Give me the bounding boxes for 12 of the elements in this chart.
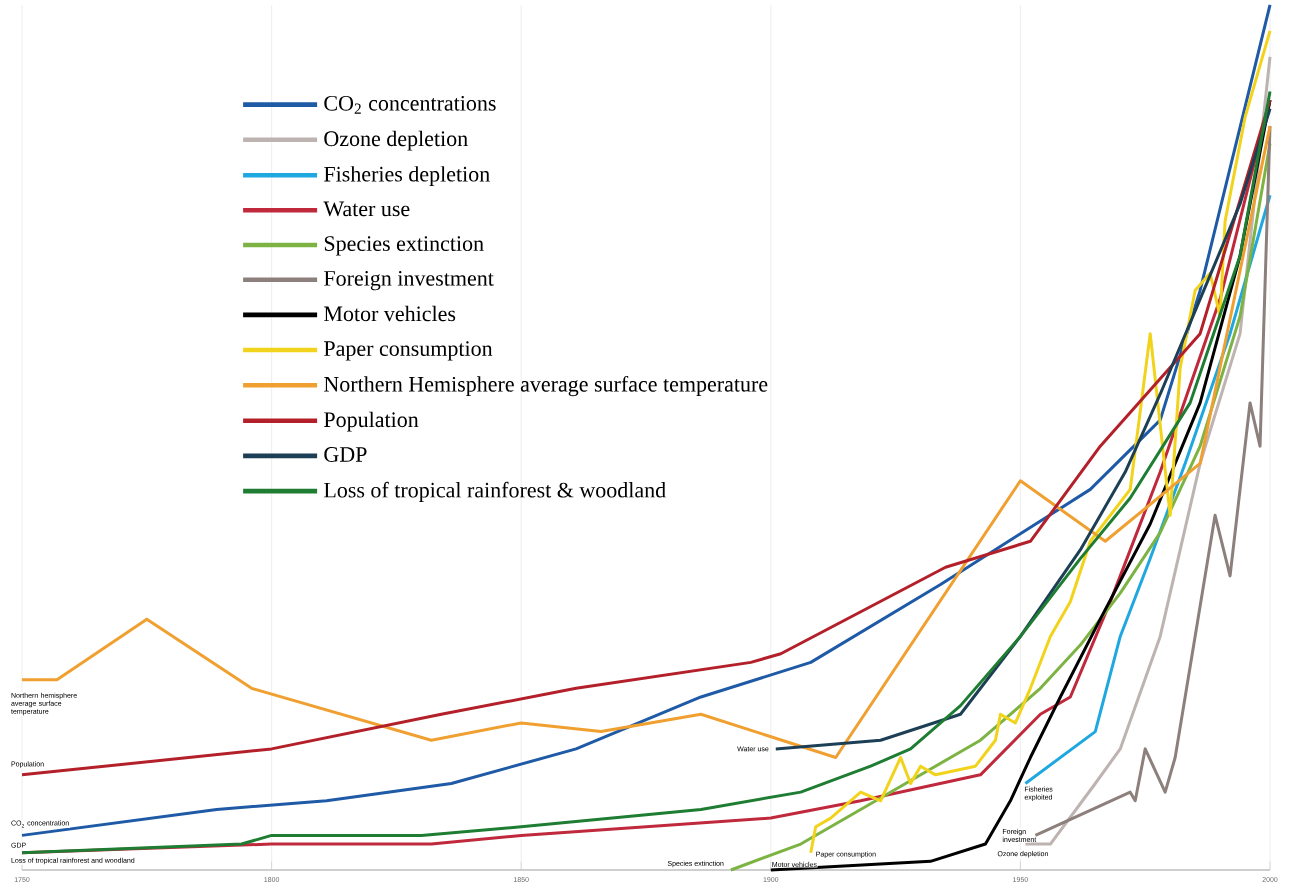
legend-label: Population bbox=[324, 411, 419, 432]
legend-label: Water use bbox=[323, 201, 410, 217]
legend-label: Fisheries depletion bbox=[324, 166, 490, 187]
legend-label: Foreign investment bbox=[324, 271, 494, 291]
legend-label: Ozone depletion bbox=[324, 130, 468, 151]
legend-label: Northern Hemisphere average surface temperature bbox=[324, 376, 768, 397]
legend-label: Species extinction bbox=[324, 236, 484, 256]
legend-label: CO$_{2}$ concentrations bbox=[324, 96, 496, 114]
legend-label: GDP bbox=[324, 447, 367, 463]
legend-label: Loss of tropical rainforest & woodland bbox=[324, 482, 666, 503]
legend-label: Paper consumption bbox=[324, 341, 493, 361]
legend-label: Motor vehicles bbox=[324, 305, 456, 322]
